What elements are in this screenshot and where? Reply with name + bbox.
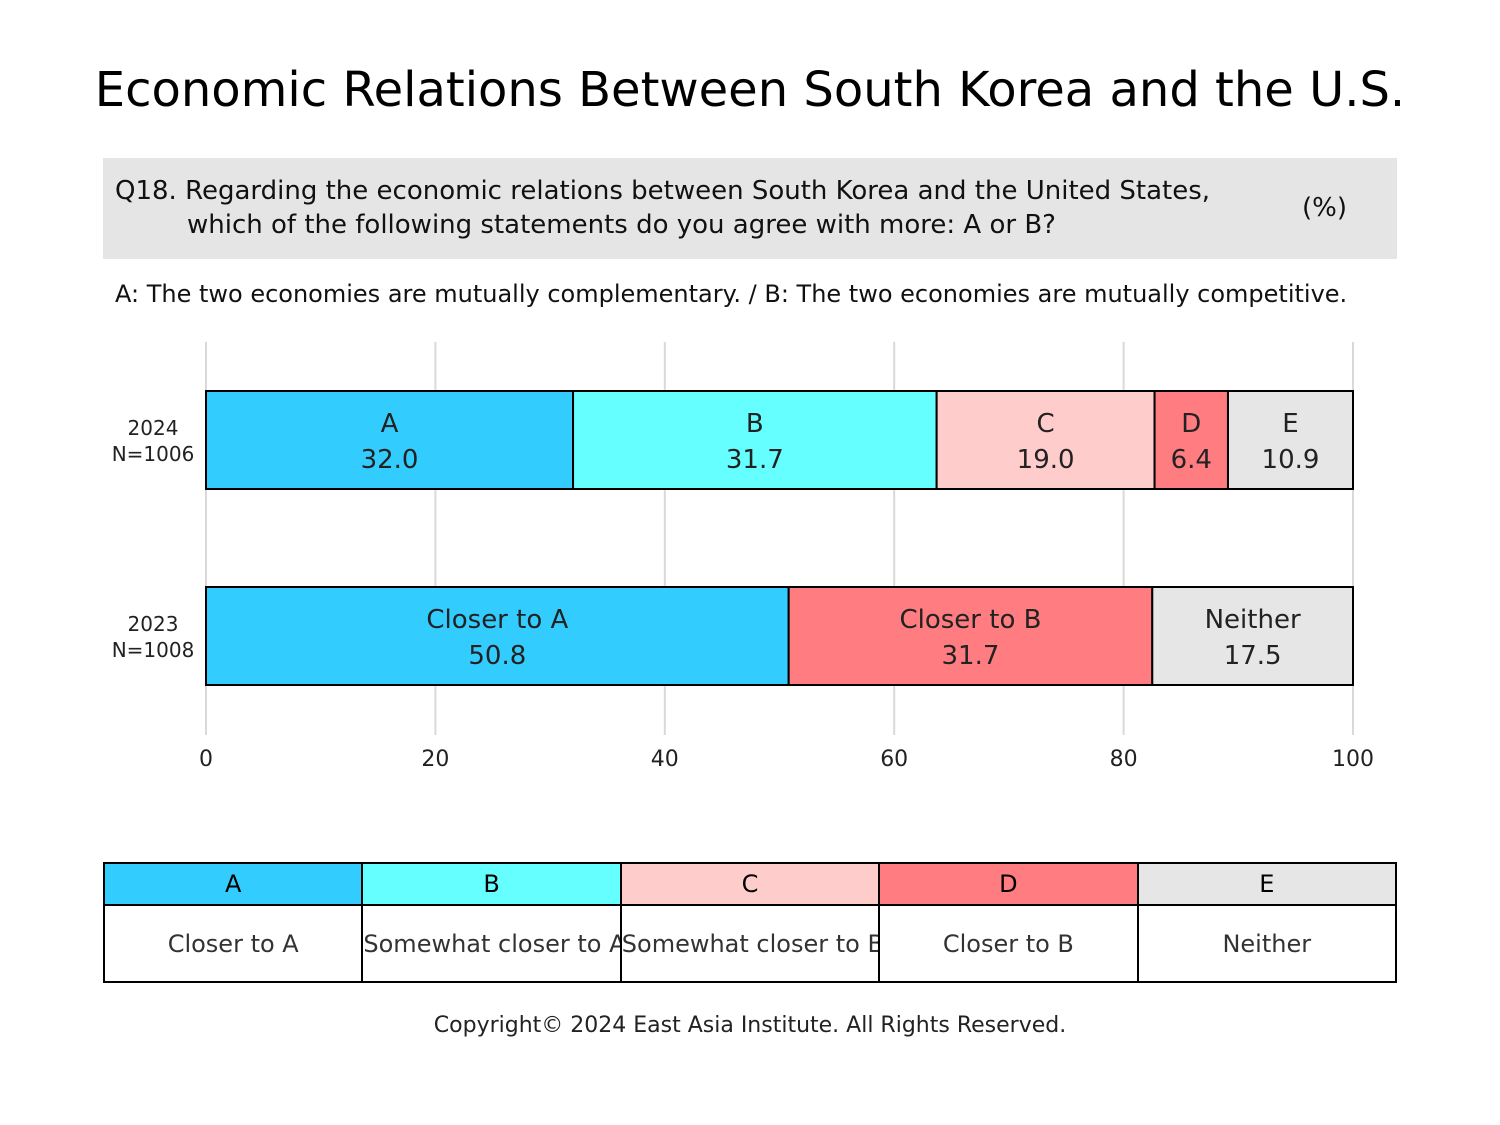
row-label-year: 2023 [128, 612, 179, 636]
x-tick-label: 80 [1110, 747, 1138, 772]
segment-value: 6.4 [1171, 445, 1212, 475]
page-title: Economic Relations Between South Korea a… [94, 62, 1406, 118]
legend-header-d: D [878, 862, 1139, 906]
legend-desc-a: Closer to A [102, 904, 364, 983]
segment-value: 50.8 [468, 641, 526, 671]
bar-segment [572, 390, 938, 490]
row-label-year: 2024 [128, 416, 179, 440]
segment-label: C [1037, 409, 1055, 439]
segment-value: 31.7 [942, 641, 1000, 671]
row-label-n: N=1006 [112, 442, 195, 466]
bar-segment [1153, 390, 1229, 490]
row-label-n: N=1008 [112, 638, 195, 662]
unit-label: (%) [1302, 193, 1347, 223]
segment-value: 19.0 [1017, 445, 1075, 475]
segment-label: D [1181, 409, 1201, 439]
legend-header-a: A [102, 862, 364, 906]
segment-label: E [1282, 409, 1298, 439]
bar-segment [205, 390, 575, 490]
x-tick-label: 60 [880, 747, 908, 772]
bar-segment [787, 586, 1154, 686]
segment-label: Closer to A [426, 605, 568, 635]
bar-segment [1151, 586, 1355, 686]
segment-value: 10.9 [1262, 445, 1320, 475]
legend-header-c: C [619, 862, 881, 906]
segment-label: B [746, 409, 764, 439]
x-tick-label: 0 [199, 747, 213, 772]
x-tick-label: 20 [421, 747, 449, 772]
bar-segment [935, 390, 1156, 490]
segment-label: Neither [1205, 605, 1301, 635]
segment-value: 32.0 [361, 445, 419, 475]
x-tick-label: 40 [651, 747, 679, 772]
segment-label: A [381, 409, 399, 439]
legend-header-e: E [1136, 862, 1398, 906]
copyright-notice: Copyright© 2024 East Asia Institute. All… [433, 1013, 1067, 1038]
legend-header-row: A B C D E [102, 862, 1398, 906]
segment-value: 31.7 [726, 445, 784, 475]
legend-header-b: B [361, 862, 622, 906]
question-line-2: which of the following statements do you… [187, 210, 1056, 240]
legend-desc-b: Somewhat closer to A [361, 904, 622, 983]
statement-definitions: A: The two economies are mutually comple… [115, 280, 1348, 308]
legend-description-row: Closer to A Somewhat closer to A Somewha… [102, 904, 1398, 983]
bar-segment [1226, 390, 1355, 490]
question-line-1: Q18. Regarding the economic relations be… [115, 176, 1211, 206]
legend-table: A B C D E Closer to A Somewhat closer to… [102, 862, 1398, 983]
question-box: Q18. Regarding the economic relations be… [103, 158, 1397, 259]
legend-desc-e: Neither [1136, 904, 1398, 983]
x-tick-label: 100 [1332, 747, 1374, 772]
legend-desc-c: Somewhat closer to B [619, 904, 881, 983]
segment-label: Closer to B [899, 605, 1041, 635]
legend-desc-d: Closer to B [878, 904, 1139, 983]
segment-value: 17.5 [1224, 641, 1282, 671]
bar-segment [205, 586, 790, 686]
